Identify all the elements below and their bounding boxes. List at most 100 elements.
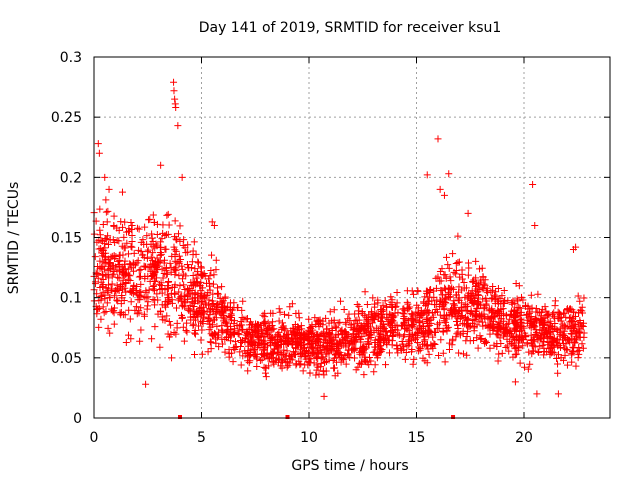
data-point: [475, 301, 483, 309]
data-point: [135, 246, 143, 254]
data-point: [170, 265, 178, 273]
data-point: [447, 277, 455, 285]
data-point: [321, 359, 329, 367]
data-point: [540, 320, 548, 328]
data-point: [391, 309, 399, 317]
data-point: [418, 328, 426, 336]
data-point: [370, 368, 378, 376]
spike-point: [174, 122, 182, 130]
data-point: [275, 317, 283, 325]
data-point: [232, 343, 240, 351]
data-point: [156, 280, 164, 288]
data-point: [98, 292, 106, 300]
data-point: [254, 326, 262, 334]
data-point: [495, 312, 503, 320]
data-point: [151, 323, 159, 331]
data-point: [133, 310, 141, 318]
y-tick-label: 0.1: [60, 291, 82, 307]
data-point: [180, 337, 188, 345]
data-point: [191, 351, 199, 359]
data-point: [111, 263, 119, 271]
data-point: [122, 279, 130, 287]
data-point: [487, 312, 495, 320]
data-point: [537, 334, 545, 342]
data-point: [498, 349, 506, 357]
data-point: [200, 294, 208, 302]
data-point: [527, 312, 535, 320]
data-point: [243, 314, 251, 322]
data-point: [270, 360, 278, 368]
data-point: [548, 337, 556, 345]
data-point: [485, 305, 493, 313]
data-point: [206, 338, 214, 346]
data-point: [575, 343, 583, 351]
data-point: [156, 343, 164, 351]
data-point: [196, 281, 204, 289]
data-point: [176, 282, 184, 290]
data-point: [148, 234, 156, 242]
data-point: [444, 290, 452, 298]
data-point: [317, 353, 325, 361]
data-point: [221, 348, 229, 356]
spike-point: [157, 161, 165, 169]
data-point: [486, 322, 494, 330]
data-point: [119, 280, 127, 288]
data-point: [164, 210, 172, 218]
data-point: [463, 351, 471, 359]
data-point: [503, 342, 511, 350]
data-point: [466, 337, 474, 345]
data-point: [295, 314, 303, 322]
data-point: [527, 319, 535, 327]
data-point: [170, 289, 178, 297]
data-point: [168, 354, 176, 362]
data-point: [445, 264, 453, 272]
data-point: [304, 333, 312, 341]
data-point: [97, 278, 105, 286]
data-point: [238, 306, 246, 314]
data-point: [347, 323, 355, 331]
data-point: [342, 320, 350, 328]
data-point: [445, 293, 453, 301]
data-point: [472, 307, 480, 315]
data-point: [430, 293, 438, 301]
data-point: [105, 258, 113, 266]
data-point: [528, 350, 536, 358]
data-point: [195, 259, 203, 267]
data-point: [305, 326, 313, 334]
data-point: [319, 338, 327, 346]
data-point: [560, 309, 568, 317]
data-point: [443, 326, 451, 334]
data-point: [253, 362, 261, 370]
data-point: [213, 284, 221, 292]
data-point: [159, 274, 167, 282]
data-point: [127, 298, 135, 306]
data-point: [206, 305, 214, 313]
data-point: [279, 357, 287, 365]
data-point: [385, 320, 393, 328]
data-point: [161, 232, 169, 240]
data-point: [205, 279, 213, 287]
data-point: [308, 323, 316, 331]
data-point: [432, 284, 440, 292]
data-point: [532, 305, 540, 313]
data-point: [158, 235, 166, 243]
data-point: [359, 347, 367, 355]
data-point: [266, 335, 274, 343]
data-point: [164, 298, 172, 306]
data-point: [549, 328, 557, 336]
data-point: [288, 353, 296, 361]
data-point: [573, 334, 581, 342]
data-point: [170, 243, 178, 251]
data-point: [194, 297, 202, 305]
data-point: [554, 342, 562, 350]
data-point: [267, 309, 275, 317]
data-point: [122, 338, 130, 346]
data-point: [180, 270, 188, 278]
data-point: [506, 328, 514, 336]
data-point: [319, 321, 327, 329]
data-point: [442, 318, 450, 326]
data-point: [139, 236, 147, 244]
data-point: [431, 340, 439, 348]
data-point: [561, 344, 569, 352]
data-point: [425, 308, 433, 316]
